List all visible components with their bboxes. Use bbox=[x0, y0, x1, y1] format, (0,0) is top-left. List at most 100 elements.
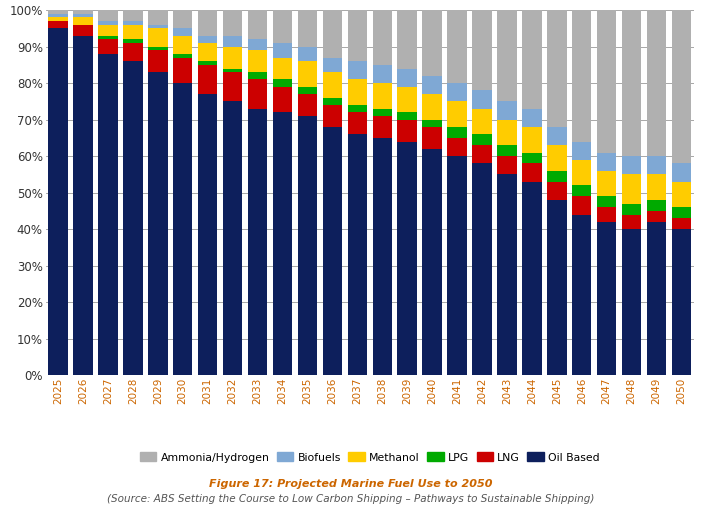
Bar bbox=[522, 153, 542, 163]
Bar bbox=[397, 68, 417, 87]
Bar bbox=[348, 134, 367, 375]
Bar bbox=[522, 163, 542, 182]
Bar bbox=[472, 134, 491, 145]
Bar bbox=[73, 25, 93, 35]
Bar bbox=[423, 127, 442, 149]
Bar bbox=[273, 80, 292, 87]
Bar bbox=[522, 108, 542, 127]
Bar bbox=[98, 21, 118, 25]
Bar bbox=[622, 204, 641, 214]
Bar bbox=[48, 17, 68, 21]
Legend: Ammonia/Hydrogen, Biofuels, Methanol, LPG, LNG, Oil Based: Ammonia/Hydrogen, Biofuels, Methanol, LP… bbox=[135, 448, 604, 467]
Bar bbox=[447, 127, 467, 138]
Bar bbox=[148, 72, 168, 375]
Bar bbox=[472, 145, 491, 163]
Bar bbox=[248, 40, 267, 50]
Bar bbox=[98, 25, 118, 35]
Bar bbox=[672, 182, 691, 207]
Bar bbox=[273, 43, 292, 58]
Bar bbox=[348, 61, 367, 80]
Bar bbox=[123, 25, 142, 40]
Bar bbox=[547, 10, 566, 127]
Bar bbox=[273, 10, 292, 43]
Bar bbox=[298, 10, 317, 47]
Bar bbox=[322, 10, 342, 58]
Bar bbox=[173, 35, 193, 54]
Bar bbox=[372, 138, 392, 375]
Bar bbox=[322, 127, 342, 375]
Bar bbox=[672, 163, 691, 182]
Bar bbox=[572, 10, 592, 141]
Bar bbox=[647, 174, 667, 200]
Bar bbox=[423, 120, 442, 127]
Bar bbox=[597, 196, 616, 207]
Bar bbox=[123, 21, 142, 25]
Bar bbox=[472, 108, 491, 134]
Bar bbox=[198, 43, 217, 61]
Bar bbox=[572, 186, 592, 196]
Bar bbox=[148, 47, 168, 50]
Bar bbox=[298, 116, 317, 375]
Bar bbox=[298, 61, 317, 87]
Bar bbox=[98, 54, 118, 375]
Bar bbox=[472, 90, 491, 108]
Bar bbox=[73, 35, 93, 375]
Bar bbox=[522, 127, 542, 153]
Bar bbox=[572, 160, 592, 186]
Bar bbox=[322, 72, 342, 98]
Bar bbox=[547, 171, 566, 182]
Bar bbox=[372, 65, 392, 83]
Bar bbox=[273, 113, 292, 375]
Bar bbox=[298, 87, 317, 94]
Bar bbox=[248, 80, 267, 108]
Bar bbox=[248, 10, 267, 40]
Bar bbox=[173, 83, 193, 375]
Bar bbox=[497, 174, 517, 375]
Bar bbox=[447, 10, 467, 83]
Bar bbox=[198, 35, 217, 43]
Bar bbox=[273, 58, 292, 80]
Bar bbox=[423, 149, 442, 375]
Bar bbox=[123, 10, 142, 21]
Bar bbox=[173, 10, 193, 28]
Bar bbox=[198, 61, 217, 65]
Bar bbox=[148, 10, 168, 25]
Bar bbox=[547, 182, 566, 200]
Bar bbox=[248, 72, 267, 80]
Bar bbox=[322, 98, 342, 105]
Bar bbox=[48, 14, 68, 17]
Bar bbox=[622, 229, 641, 375]
Bar bbox=[73, 17, 93, 25]
Bar bbox=[572, 196, 592, 214]
Bar bbox=[173, 54, 193, 58]
Bar bbox=[423, 94, 442, 120]
Bar bbox=[472, 10, 491, 90]
Bar bbox=[522, 10, 542, 108]
Bar bbox=[622, 156, 641, 174]
Bar bbox=[672, 218, 691, 229]
Bar bbox=[647, 156, 667, 174]
Bar bbox=[372, 116, 392, 138]
Bar bbox=[547, 200, 566, 375]
Bar bbox=[148, 28, 168, 47]
Bar bbox=[223, 68, 243, 72]
Bar bbox=[497, 101, 517, 120]
Bar bbox=[497, 145, 517, 156]
Bar bbox=[273, 87, 292, 113]
Bar bbox=[198, 94, 217, 375]
Bar bbox=[647, 200, 667, 211]
Bar bbox=[672, 10, 691, 163]
Bar bbox=[198, 65, 217, 94]
Text: (Source: ABS Setting the Course to Low Carbon Shipping – Pathways to Sustainable: (Source: ABS Setting the Course to Low C… bbox=[107, 494, 594, 504]
Bar bbox=[73, 10, 93, 14]
Bar bbox=[348, 105, 367, 113]
Bar bbox=[447, 138, 467, 156]
Bar bbox=[98, 35, 118, 40]
Bar bbox=[223, 35, 243, 47]
Bar bbox=[123, 40, 142, 43]
Bar bbox=[597, 171, 616, 196]
Bar bbox=[472, 163, 491, 375]
Bar bbox=[248, 50, 267, 72]
Bar bbox=[372, 83, 392, 108]
Bar bbox=[622, 214, 641, 229]
